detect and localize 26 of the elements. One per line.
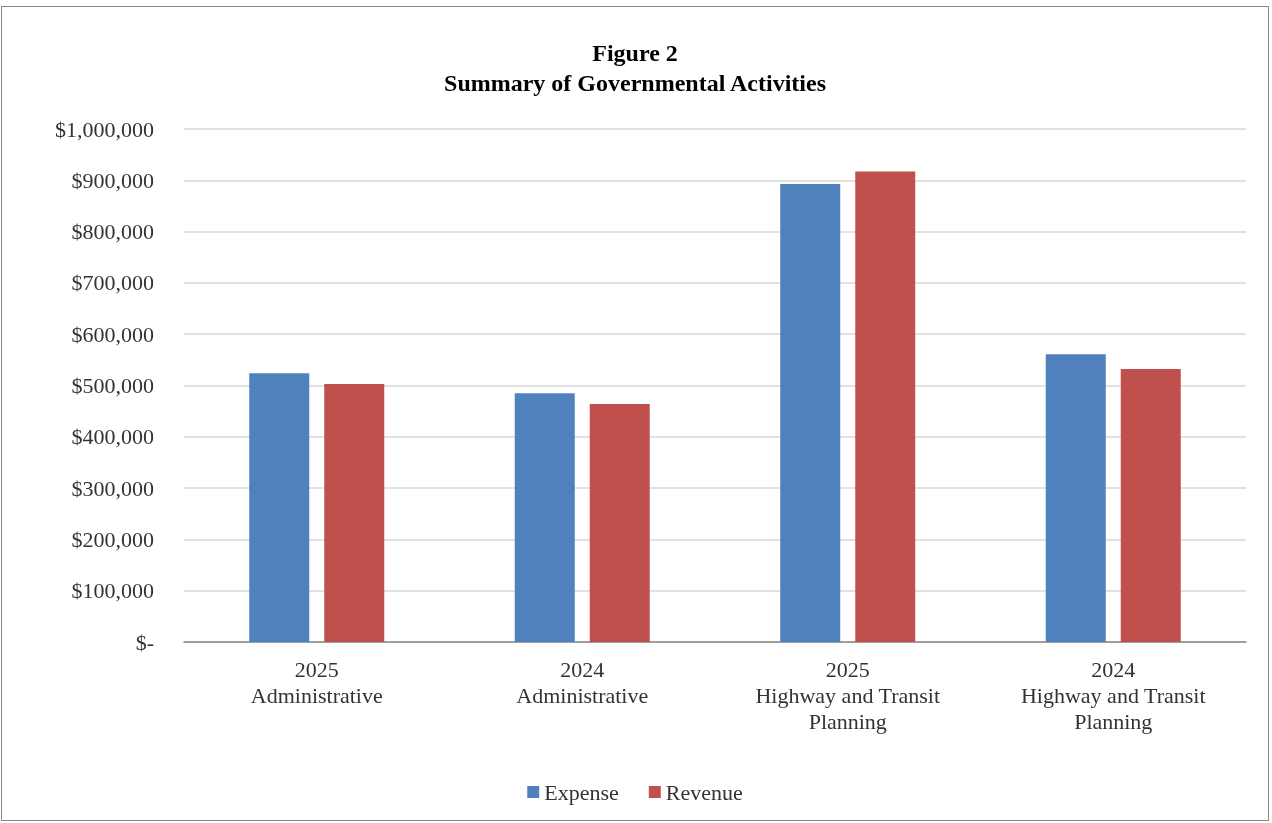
y-tick-label: $1,000,000 <box>55 116 154 142</box>
y-tick-label: $200,000 <box>71 526 154 552</box>
y-tick-label: $400,000 <box>71 424 154 450</box>
x-tick-label: 2025 Highway and Transit Planning <box>755 656 941 734</box>
bar <box>589 403 650 642</box>
y-tick-label: $100,000 <box>71 578 154 604</box>
bar <box>1120 369 1181 642</box>
bar <box>780 183 841 642</box>
x-tick-label: 2025 Administrative <box>250 656 383 708</box>
bar <box>249 373 310 642</box>
y-tick-label: $600,000 <box>71 321 154 347</box>
x-tick-label: 2024 Administrative <box>516 656 649 708</box>
chart-title: Figure 2 Summary of Governmental Activities <box>444 40 826 96</box>
y-tick-label: $- <box>135 629 154 655</box>
y-tick-label: $800,000 <box>71 219 154 245</box>
y-tick-label: $700,000 <box>71 270 154 296</box>
legend-label: Revenue <box>665 779 743 805</box>
legend-label: Expense <box>544 779 619 805</box>
bar <box>324 383 385 642</box>
y-tick-label: $500,000 <box>71 373 154 398</box>
bar <box>514 393 575 642</box>
bar <box>855 171 916 642</box>
y-tick-label: $300,000 <box>71 475 154 501</box>
bar <box>1045 354 1106 642</box>
x-tick-label: 2024 Highway and Transit Planning <box>1020 656 1206 734</box>
y-tick-label: $900,000 <box>71 167 154 193</box>
